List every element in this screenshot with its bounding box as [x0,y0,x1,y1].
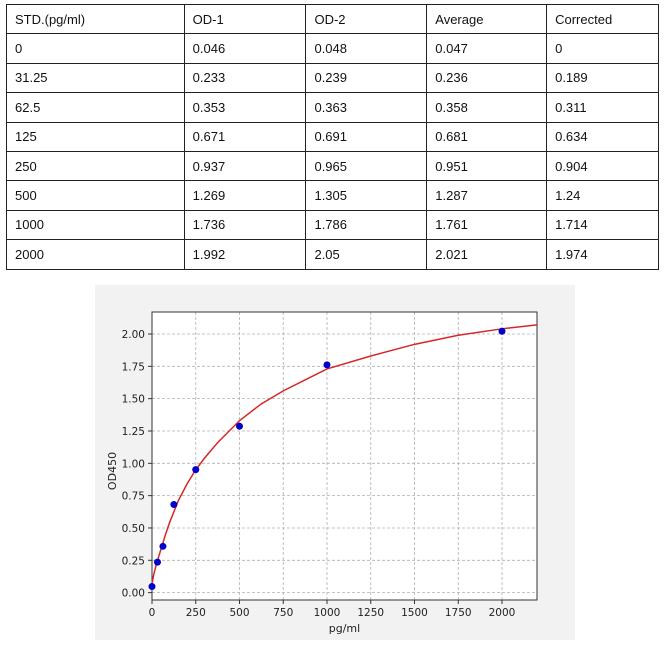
table-cell: 1.24 [546,180,659,211]
y-tick-label: 0.00 [122,588,145,600]
table-row: 1000 1.736 1.786 1.761 1.714 [6,209,659,241]
data-point [323,361,331,369]
data-point [192,466,200,474]
table-cell: 0.233 [183,62,307,94]
table-cell: 0.681 [426,121,548,152]
table-cell: 1.714 [546,209,659,241]
table-cell: 0.311 [546,92,659,123]
y-axis-label: OD450 [106,452,119,490]
table-cell: 2.021 [426,239,548,270]
x-tick-label: 1000 [314,607,341,619]
table-row: 2000 1.992 2.05 2.021 1.974 [6,239,659,270]
x-axis-label: pg/ml [329,622,360,635]
table-header-cell: OD-2 [305,3,428,35]
x-tick-label: 2000 [489,607,516,619]
table-row: 500 1.269 1.305 1.287 1.24 [6,180,659,211]
table-cell: 250 [6,150,185,182]
table-cell: 0.239 [305,62,428,94]
table-header-row: STD.(pg/ml) OD-1 OD-2 Average Corrected [6,3,659,35]
table-cell: 1.992 [183,239,307,270]
table-cell: 0.353 [183,92,307,123]
table-row: 31.25 0.233 0.239 0.236 0.189 [6,62,659,94]
x-tick-label: 500 [229,607,249,619]
table-cell: 0.046 [183,33,307,64]
table-row: 250 0.937 0.965 0.951 0.904 [6,150,659,182]
table-cell: 2.05 [305,239,428,270]
table-cell: 1.974 [546,239,659,270]
data-point [148,583,156,591]
table-cell: 1.269 [183,180,307,211]
table-row: 125 0.671 0.691 0.681 0.634 [6,121,659,152]
table-cell: 0 [546,33,659,64]
table-cell: 0.671 [183,121,307,152]
table-cell: 1.287 [426,180,548,211]
table-cell: 500 [6,180,185,211]
table-cell: 0.951 [426,150,548,182]
table-header-cell: STD.(pg/ml) [6,3,185,35]
x-tick-label: 750 [273,607,293,619]
table-cell: 2000 [6,239,185,270]
data-point [153,558,161,566]
table-cell: 0.937 [183,150,307,182]
axes-frame [151,311,538,601]
table-cell: 1.736 [183,209,307,241]
standard-curve-chart: 0 250 500 750 1000 1250 1500 1750 2000 0.00 0.25 0.… [106,311,538,635]
table-row: 0 0.046 0.048 0.047 0 [6,33,659,64]
table-cell: 0.965 [305,150,428,182]
table-cell: 1.786 [305,209,428,241]
y-tick-label: 0.25 [122,555,145,567]
y-tick-label: 1.00 [122,458,145,470]
table-cell: 125 [6,121,185,152]
data-point [498,327,506,335]
chart-panel: 0 250 500 750 1000 1250 1500 1750 2000 0.00 0.25 0.… [95,285,575,640]
table-cell: 0.189 [546,62,659,94]
x-tick-label: 1750 [445,607,472,619]
table-cell: 0.236 [426,62,548,94]
data-point [159,542,167,550]
table-cell: 0.358 [426,92,548,123]
y-tick-label: 1.25 [122,426,145,438]
table-header-cell: Corrected [546,3,659,35]
table-cell: 0.904 [546,150,659,182]
table-cell: 1.305 [305,180,428,211]
table-cell: 0.048 [305,33,428,64]
y-tick-label: 1.50 [122,394,145,406]
table-cell: 1000 [6,209,185,241]
table-cell: 0.363 [305,92,428,123]
table-cell: 0 [6,33,185,64]
table-header-cell: OD-1 [183,3,307,35]
y-tick-label: 0.50 [122,523,145,535]
table-cell: 62.5 [6,92,185,123]
x-tick-label: 1250 [357,607,384,619]
table-cell: 0.691 [305,121,428,152]
x-tick-label: 0 [149,607,156,619]
y-tick-label: 2.00 [122,329,145,341]
x-tick-label: 250 [186,607,206,619]
data-point [236,422,243,430]
y-tick-label: 0.75 [122,491,145,503]
table-row: 62.5 0.353 0.363 0.358 0.311 [6,92,659,123]
standards-table: STD.(pg/ml) OD-1 OD-2 Average Corrected 0 0.04… [6,3,659,270]
data-point [170,501,178,509]
plot-area [152,312,537,600]
table-cell: 0.634 [546,121,659,152]
table-cell: 1.761 [426,209,548,241]
x-tick-label: 1500 [401,607,428,619]
table-cell: 31.25 [6,62,185,94]
table-header-cell: Average [426,3,548,35]
table-cell: 0.047 [426,33,548,64]
y-tick-label: 1.75 [122,361,145,373]
